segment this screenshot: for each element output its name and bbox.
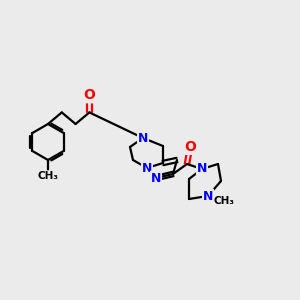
Text: N: N (138, 131, 148, 145)
Text: O: O (184, 140, 196, 154)
Text: N: N (142, 161, 152, 175)
Text: N: N (151, 172, 161, 184)
Text: N: N (203, 190, 213, 202)
Text: CH₃: CH₃ (214, 196, 235, 206)
Text: N: N (197, 163, 207, 176)
Text: CH₃: CH₃ (38, 171, 58, 181)
Text: O: O (83, 88, 95, 102)
